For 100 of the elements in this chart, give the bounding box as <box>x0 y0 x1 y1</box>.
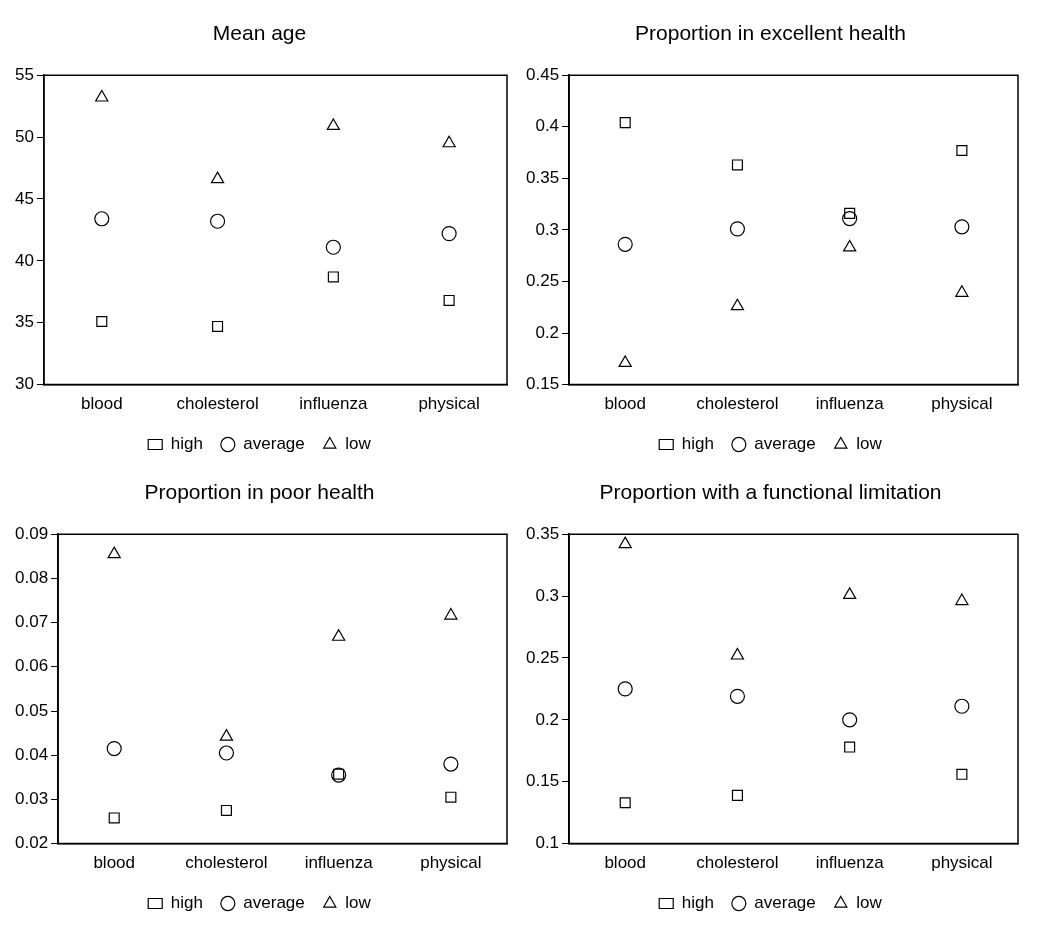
x-tick-label: physical <box>420 853 482 873</box>
point <box>441 226 457 242</box>
point <box>618 536 632 549</box>
point <box>209 213 226 229</box>
point <box>843 239 857 252</box>
legend-label: average <box>754 893 816 913</box>
x-tick-label: blood <box>93 853 136 873</box>
x-tick-label: cholesterol <box>696 394 779 414</box>
chart-title: Proportion with a functional limitation <box>599 480 942 504</box>
point <box>731 789 743 801</box>
point <box>108 812 120 824</box>
legend-label: high <box>170 893 203 913</box>
y-tick-label: 0.09 <box>14 523 49 543</box>
x-tick-label: blood <box>604 394 647 414</box>
y-tick-label: 0.25 <box>525 271 560 291</box>
x-tick-label: cholesterol <box>176 394 259 414</box>
y-tick-label: 0.03 <box>14 789 49 809</box>
y-tick-label: 30 <box>14 374 34 394</box>
point <box>444 607 458 620</box>
point <box>106 740 122 757</box>
point <box>954 698 970 714</box>
y-tick-label: 0.15 <box>525 374 560 394</box>
x-tick-label: physical <box>931 394 993 414</box>
y-tick-label: 0.15 <box>525 771 560 791</box>
y-tick-label: 40 <box>14 250 34 270</box>
x-tick-label: cholesterol <box>696 853 779 873</box>
legend-label: low <box>345 434 372 454</box>
x-tick-label: blood <box>80 394 123 414</box>
legend-label: high <box>681 893 714 913</box>
point <box>212 320 224 332</box>
point <box>107 546 121 559</box>
point <box>617 681 633 697</box>
point <box>443 294 455 306</box>
y-tick-label: 0.04 <box>14 744 49 764</box>
x-tick-label: cholesterol <box>185 853 268 873</box>
y-tick-label: 45 <box>14 188 34 208</box>
point <box>325 239 341 255</box>
legend-label: high <box>170 434 203 454</box>
y-tick-label: 0.3 <box>535 585 560 605</box>
x-tick-label: physical <box>931 853 993 873</box>
point <box>954 219 970 235</box>
point <box>842 712 858 728</box>
y-tick-label: 0.06 <box>14 656 49 676</box>
y-tick-label: 0.25 <box>525 647 560 667</box>
point <box>94 211 110 227</box>
point <box>443 756 459 772</box>
x-tick-label: blood <box>604 853 647 873</box>
point <box>730 647 745 660</box>
point <box>618 355 632 368</box>
chart-title: Proportion in excellent health <box>635 21 906 45</box>
y-tick-label: 0.3 <box>535 219 560 239</box>
point <box>326 118 340 131</box>
y-tick-label: 35 <box>14 312 34 332</box>
y-tick-label: 0.02 <box>14 833 49 853</box>
legend-label: average <box>243 434 305 454</box>
y-tick-label: 50 <box>14 126 34 146</box>
point <box>619 797 631 809</box>
point <box>218 745 235 761</box>
point <box>843 587 857 599</box>
chart-title: Proportion in poor health <box>144 480 375 504</box>
point <box>220 804 232 816</box>
legend-label: average <box>754 434 816 454</box>
x-tick-label: influenza <box>299 394 368 414</box>
point <box>955 593 969 606</box>
point <box>619 117 631 129</box>
y-tick-label: 0.07 <box>14 612 49 632</box>
x-tick-label: influenza <box>304 853 374 873</box>
point <box>96 315 108 328</box>
point <box>442 135 456 148</box>
y-tick-label: 0.05 <box>14 700 49 720</box>
y-tick-label: 0.1 <box>535 833 560 853</box>
point <box>617 236 633 252</box>
legend-label: low <box>856 893 883 913</box>
point <box>332 629 346 641</box>
y-tick-label: 0.2 <box>535 322 560 342</box>
point <box>730 298 745 311</box>
y-tick-label: 0.35 <box>525 168 560 188</box>
point <box>327 271 339 283</box>
legend-label: low <box>856 434 883 454</box>
y-tick-label: 0.08 <box>14 568 49 588</box>
legend-label: average <box>243 893 305 913</box>
y-tick-label: 0.2 <box>535 709 560 729</box>
point <box>731 159 743 171</box>
y-tick-label: 0.4 <box>535 116 560 136</box>
point <box>844 741 856 753</box>
point <box>844 207 856 219</box>
point <box>210 171 225 184</box>
point <box>445 791 457 803</box>
point <box>219 729 234 741</box>
point <box>955 285 969 297</box>
y-tick-label: 0.35 <box>525 523 560 543</box>
point <box>956 144 968 157</box>
point <box>842 210 858 227</box>
point <box>729 688 746 704</box>
point <box>95 89 109 102</box>
legend-label: low <box>345 893 372 913</box>
legend-label: high <box>681 434 714 454</box>
point <box>956 768 968 780</box>
point <box>729 221 746 237</box>
y-tick-label: 0.45 <box>525 64 560 84</box>
